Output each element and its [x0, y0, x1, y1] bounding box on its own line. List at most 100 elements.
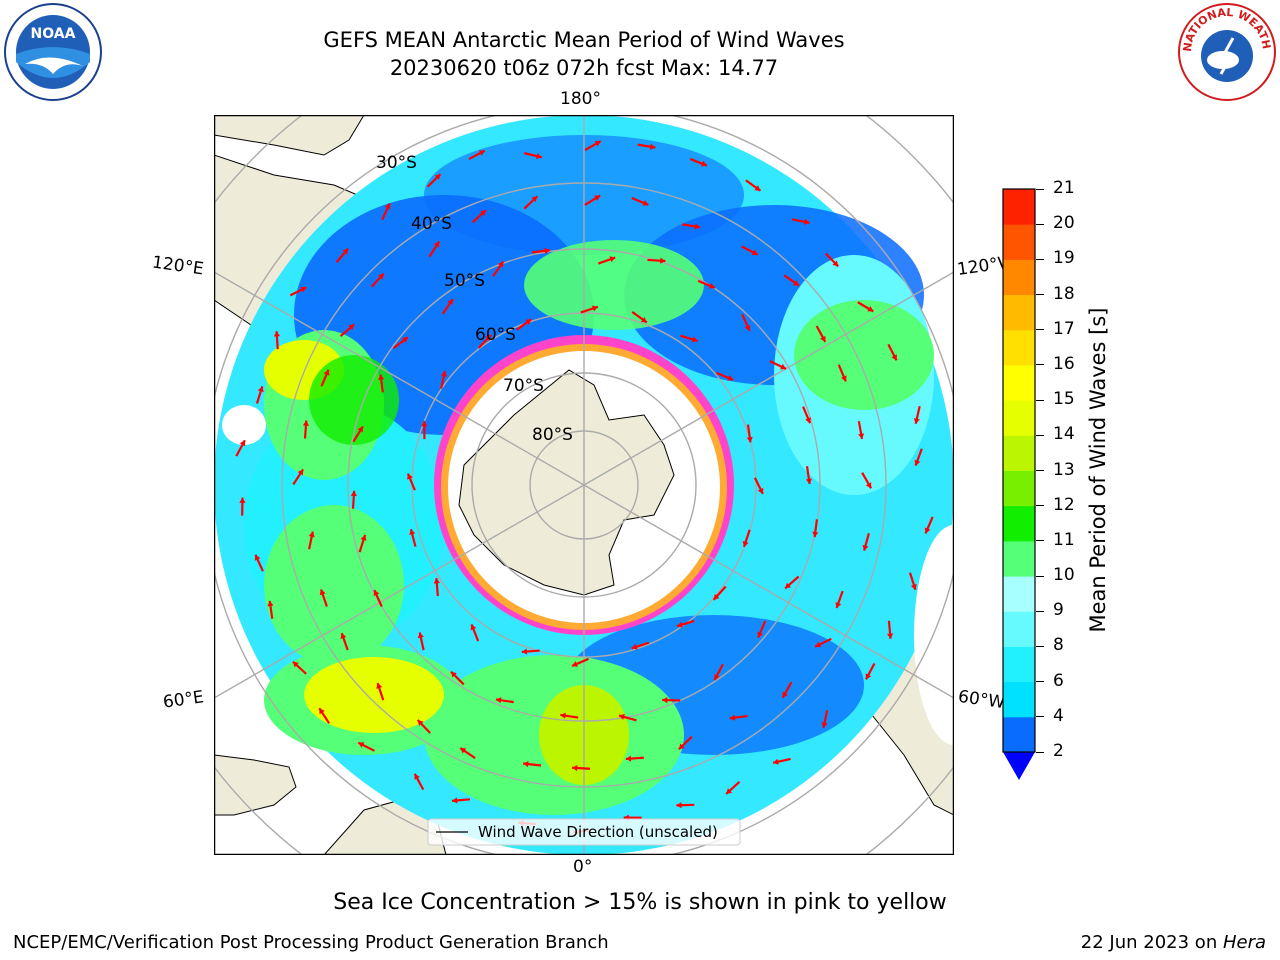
- colorbar-tick-mark: [1036, 329, 1044, 331]
- wind-wave-arrow-head: [378, 374, 385, 380]
- wind-wave-arrow-head: [254, 554, 261, 561]
- wind-wave-arrow-head: [450, 671, 457, 678]
- land-madagascar: [214, 754, 297, 816]
- colorbar-tick-mark: [1036, 399, 1044, 401]
- map-legend: Wind Wave Direction (unscaled): [427, 818, 741, 846]
- colorbar-tick-label: 9: [1053, 600, 1064, 621]
- wind-wave-arrow-head: [754, 185, 761, 191]
- colorbar-tick-label: 6: [1053, 670, 1064, 691]
- wind-wave-arrow-head: [239, 497, 246, 503]
- lat-label-50s: 50°S: [444, 271, 485, 291]
- colorbar-band: [1003, 364, 1035, 401]
- wind-wave-arrow-head: [609, 256, 616, 263]
- colorbar-tick-label: 16: [1053, 353, 1075, 374]
- colorbar-tick-label: 20: [1053, 213, 1075, 234]
- colorbar-tick-label: 17: [1053, 318, 1075, 339]
- wind-wave-arrow-head: [273, 331, 281, 337]
- wind-wave-arrow-head: [521, 648, 528, 655]
- wind-wave-arrow-head: [619, 713, 625, 720]
- colorbar-band: [1003, 646, 1035, 683]
- colorbar-band: [1003, 576, 1035, 612]
- colorbar-band: [1003, 224, 1035, 260]
- colorbar-tick-mark: [1036, 258, 1044, 260]
- wind-wave-arrow-head: [470, 624, 477, 631]
- wind-wave-arrow-head: [407, 473, 413, 480]
- wind-wave-arrow-head: [782, 691, 788, 698]
- wind-wave-arrow-head: [594, 141, 601, 147]
- wind-wave-arrow-head: [865, 673, 872, 680]
- colorbar-band: [1003, 611, 1035, 647]
- wind-wave-arrow-head: [840, 375, 847, 382]
- wind-wave-arrow-head: [402, 337, 408, 343]
- wind-wave-arrow-head: [691, 336, 698, 343]
- wind-wave-arrow-head: [560, 712, 566, 719]
- footer-machine: Hera: [1222, 932, 1266, 953]
- colorbar-tick-label: 4: [1053, 705, 1064, 726]
- colorbar-tick-mark: [1036, 751, 1044, 753]
- wind-wave-arrow-head: [495, 697, 502, 704]
- wind-wave-arrow-head: [358, 742, 365, 748]
- colorbar-tick-label: 11: [1053, 529, 1075, 550]
- wind-wave-arrow-head: [751, 249, 758, 256]
- wind-wave-arrow-head: [544, 247, 550, 254]
- colorbar-tick-mark: [1036, 223, 1044, 225]
- wind-wave-arrow-head: [523, 761, 529, 768]
- lat-label-40s: 40°S: [411, 214, 452, 234]
- colorbar-band: [1003, 505, 1035, 542]
- wind-wave-arrow-head: [319, 708, 325, 715]
- colorbar-band: [1003, 716, 1035, 753]
- wind-wave-arrow-head: [572, 764, 578, 772]
- colorbar: [1002, 188, 1036, 780]
- wind-wave-arrow-head: [460, 748, 467, 754]
- wind-wave-arrow-head: [832, 260, 839, 267]
- wind-wave-arrow-head: [239, 440, 246, 447]
- colorbar-extend-arrow: [1003, 752, 1035, 780]
- wind-wave-arrow-head: [373, 590, 380, 597]
- colorbar-tick-label: 14: [1053, 424, 1075, 445]
- colorbar-tick-label: 2: [1053, 741, 1064, 761]
- land-australia-north: [214, 115, 365, 156]
- noaa-logo-icon: NOAA: [4, 3, 102, 101]
- wind-wave-arrow-head: [478, 150, 485, 156]
- wind-wave-arrow-head: [447, 299, 453, 306]
- wind-wave-arrow-head: [757, 631, 764, 638]
- lon-label-60w: 60°W: [956, 686, 1007, 714]
- wind-wave-arrow-head: [649, 143, 656, 150]
- footer-date: 22 Jun 2023 on Hera: [1081, 932, 1266, 953]
- wind-wave-arrow-head: [300, 286, 307, 293]
- wind-wave-arrow-head: [821, 722, 828, 728]
- colorbar-band: [1003, 435, 1035, 471]
- colorbar-tick-mark: [1036, 470, 1044, 471]
- wind-wave-arrow-head: [700, 160, 707, 167]
- wind-wave-arrow-head: [676, 621, 683, 628]
- wind-wave-arrow-head: [757, 487, 764, 494]
- wind-wave-arrow-head: [525, 319, 532, 325]
- wind-wave-arrow-head: [348, 324, 355, 331]
- lat-label-80s: 80°S: [532, 425, 573, 445]
- legend-label: Wind Wave Direction (unscaled): [478, 823, 718, 841]
- colorbar-tick-label: 13: [1053, 459, 1075, 480]
- wind-wave-arrow-head: [742, 540, 749, 547]
- wind-wave-arrow-head: [323, 369, 330, 376]
- colorbar-band: [1003, 329, 1035, 366]
- colorbar-tick-mark: [1036, 716, 1044, 718]
- wind-wave-arrow-head: [350, 490, 357, 497]
- wind-wave-arrow-head: [376, 683, 383, 689]
- wind-wave-arrow-head: [302, 420, 310, 426]
- wind-wave-arrows: [235, 140, 934, 835]
- colorbar-band: [1003, 470, 1035, 507]
- wind-wave-arrow-head: [676, 802, 682, 809]
- wind-wave-arrow-head: [319, 589, 326, 596]
- wind-wave-arrow-head: [729, 714, 736, 721]
- lat-label-60s: 60°S: [475, 325, 516, 345]
- wind-wave-arrow-head: [592, 305, 598, 312]
- wind-wave-arrow-head: [805, 478, 812, 485]
- wind-wave-arrow-head: [297, 469, 304, 476]
- wind-wave-arrow-head: [820, 335, 826, 342]
- colorbar-tick-mark: [1036, 645, 1044, 647]
- wind-wave-arrow-head: [913, 418, 920, 424]
- wind-wave-arrow-head: [815, 641, 822, 648]
- wind-wave-arrow-head: [417, 632, 424, 639]
- wind-wave-arrow-head: [714, 674, 720, 681]
- noaa-logo-text: NOAA: [31, 26, 76, 42]
